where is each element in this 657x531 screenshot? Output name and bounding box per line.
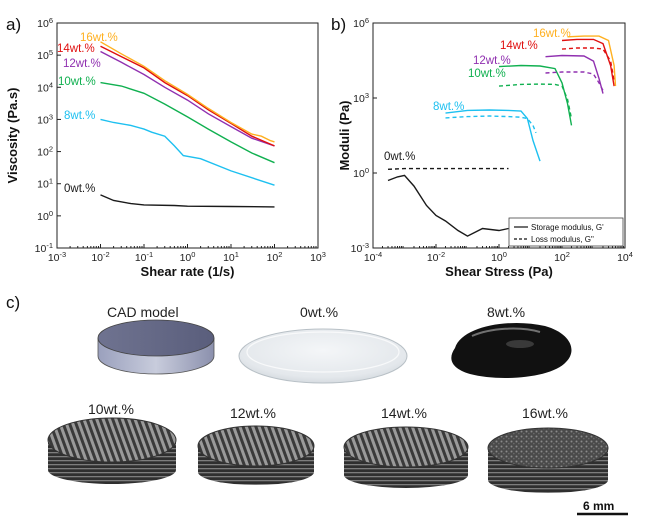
x-tick-label: 10-3 [48, 250, 66, 264]
series-line [567, 35, 617, 87]
label-sample-8wt: 8wt.% [487, 304, 526, 320]
x-tick-label: 10-1 [135, 250, 153, 264]
x-tick-label: 100 [491, 250, 507, 264]
sample-8wt-image [451, 322, 572, 378]
series-line [387, 167, 509, 170]
series-line [545, 54, 604, 94]
series-label: 0wt.% [384, 151, 415, 163]
series-label: 10wt.% [468, 68, 506, 80]
sample-0wt-image [238, 328, 408, 384]
cad-model-image [97, 319, 215, 375]
legend-entry: Loss modulus, G" [531, 235, 594, 244]
y-axis-label: Viscosity (Pa.s) [5, 88, 20, 184]
series-line [445, 109, 541, 162]
series-line [445, 115, 537, 134]
x-tick-label: 103 [310, 250, 326, 264]
x-tick-label: 100 [180, 250, 196, 264]
scale-bar-label: 6 mm [583, 499, 614, 513]
panel-label-a: a) [6, 15, 21, 34]
x-tick-label: 10-2 [91, 250, 109, 264]
y-tick-label: 106 [353, 16, 369, 30]
series-line [545, 71, 604, 91]
legend-entry: Storage modulus, G' [531, 223, 604, 232]
y-tick-label: 106 [37, 16, 53, 30]
y-tick-label: 103 [353, 91, 369, 105]
y-tick-label: 100 [37, 209, 53, 223]
series-label: 8wt.% [433, 101, 464, 113]
series-label: 8wt.% [64, 110, 95, 122]
series-line [100, 41, 275, 143]
x-tick-label: 102 [554, 250, 570, 264]
series-label: 16wt.% [533, 28, 571, 40]
series-label: 14wt.% [57, 43, 95, 55]
label-sample-0wt: 0wt.% [300, 304, 339, 320]
series-line [498, 83, 573, 119]
y-tick-label: 102 [37, 145, 53, 159]
series-line [100, 118, 275, 186]
sample-16wt-image [487, 427, 609, 493]
plot-frame [56, 22, 319, 249]
label-sample-10wt: 10wt.% [88, 401, 134, 417]
label-sample-14wt: 14wt.% [381, 405, 427, 421]
y-tick-label: 105 [37, 48, 53, 62]
x-tick-label: 102 [267, 250, 283, 264]
x-tick-label: 10-4 [364, 250, 382, 264]
series-line [561, 38, 615, 87]
y-axis-label: Moduli (Pa) [337, 100, 352, 170]
sample-12wt-image [197, 425, 315, 485]
moduli-chart: 10-4 10-2 100 102 104 10-3 100 103 106 Shear Stre… [337, 16, 633, 279]
x-tick-label: 10-2 [427, 250, 445, 264]
y-tick-label: 100 [353, 166, 369, 180]
series-line [100, 50, 275, 147]
sample-photos: 6 mm [47, 319, 628, 516]
series-label: 16wt.% [80, 32, 118, 44]
legend-box [508, 217, 624, 247]
x-axis-label: Shear rate (1/s) [141, 264, 235, 279]
y-tick-label: 10-3 [351, 241, 369, 255]
series-label: 14wt.% [500, 40, 538, 52]
x-tick-label: 101 [223, 250, 239, 264]
x-tick-label: 104 [617, 250, 633, 264]
y-tick-label: 103 [37, 112, 53, 126]
y-tick-label: 104 [37, 80, 53, 94]
series-line [100, 194, 275, 208]
series-line [100, 81, 275, 164]
series-label: 10wt.% [58, 76, 96, 88]
x-axis-label: Shear Stress (Pa) [445, 264, 553, 279]
sample-14wt-image [343, 426, 469, 488]
label-cad-model: CAD model [107, 304, 179, 320]
panel-label-c: c) [6, 293, 20, 312]
series-label: 0wt.% [64, 183, 95, 195]
series-line [100, 45, 275, 147]
y-tick-label: 101 [37, 177, 53, 191]
viscosity-chart: 10-3 10-2 10-1 100 101 102 103 10-1 100 101 102 103… [5, 16, 326, 279]
series-line [498, 64, 573, 126]
series-line [387, 174, 509, 237]
label-sample-16wt: 16wt.% [522, 405, 568, 421]
series-line [561, 47, 615, 81]
panel-label-b: b) [331, 15, 346, 34]
sample-10wt-image [47, 417, 177, 484]
series-label: 12wt.% [63, 58, 101, 70]
series-label: 12wt.% [473, 55, 511, 67]
y-tick-label: 10-1 [35, 241, 53, 255]
label-sample-12wt: 12wt.% [230, 405, 276, 421]
